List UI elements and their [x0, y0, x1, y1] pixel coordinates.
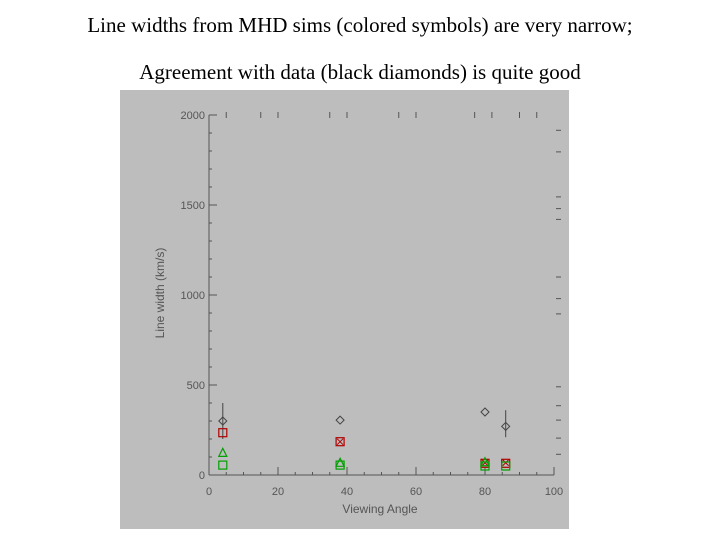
- tick-marks: [208, 114, 555, 476]
- y-tick-label: 2000: [181, 110, 205, 122]
- cross-point: [336, 438, 344, 446]
- y-tick-label: 1000: [181, 290, 205, 302]
- y-tick-label: 1500: [181, 200, 205, 212]
- cross-stroke: [502, 459, 510, 467]
- square-point: [335, 437, 345, 447]
- x-tick-label: 40: [341, 486, 353, 498]
- y-axis-label: Line width (km/s): [153, 248, 167, 339]
- x-tick-label: 100: [545, 486, 563, 498]
- cross-point: [502, 459, 510, 467]
- scatter-chart: 0 500 1000 1500 2000 0 20 40 60 80 100 Viewing Ang…: [120, 90, 569, 529]
- tick-labels: 0 500 1000 1500 2000 0 20 40 60 80 100: [181, 110, 564, 498]
- square-point: [218, 428, 228, 438]
- slide-caption-line-1: Line widths from MHD sims (colored symbo…: [87, 13, 633, 37]
- x-axis-label: Viewing Angle: [342, 502, 417, 516]
- x-tick-label: 80: [479, 486, 491, 498]
- data-points: [217, 403, 511, 471]
- edge-marks: [225, 112, 561, 455]
- observed-diamond-point: [335, 415, 345, 425]
- x-tick-label: 60: [410, 486, 422, 498]
- observed-diamond-point: [218, 416, 228, 426]
- y-tick-label: 0: [199, 470, 205, 482]
- cross-stroke: [336, 438, 344, 446]
- square-point: [218, 460, 228, 470]
- triangle-point: [335, 456, 346, 467]
- observed-diamond-point: [480, 407, 490, 417]
- y-tick-label: 500: [187, 380, 205, 392]
- x-tick-label: 20: [272, 486, 284, 498]
- chart-panel: 0 500 1000 1500 2000 0 20 40 60 80 100 Viewing Ang…: [120, 90, 569, 529]
- triangle-point: [217, 447, 228, 457]
- square-point: [480, 461, 490, 471]
- chart-background: [120, 90, 569, 529]
- x-tick-label: 0: [206, 486, 212, 498]
- square-point: [501, 461, 511, 471]
- square-point: [335, 460, 345, 470]
- slide-caption-line-2: Agreement with data (black diamonds) is …: [139, 60, 581, 84]
- observed-diamond-point: [500, 421, 511, 432]
